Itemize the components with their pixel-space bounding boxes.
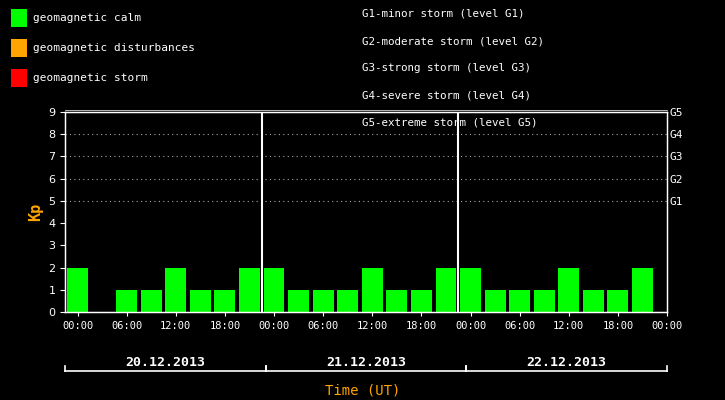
Bar [460, 268, 481, 312]
Bar [165, 268, 186, 312]
Bar [608, 290, 629, 312]
Bar [509, 290, 530, 312]
Text: G5-extreme storm (level G5): G5-extreme storm (level G5) [362, 118, 538, 128]
Bar [411, 290, 432, 312]
Text: 21.12.2013: 21.12.2013 [326, 356, 406, 368]
Bar [288, 290, 309, 312]
Text: 20.12.2013: 20.12.2013 [125, 356, 206, 368]
Bar [67, 268, 88, 312]
Bar [534, 290, 555, 312]
Bar [583, 290, 604, 312]
Bar [436, 268, 456, 312]
Bar [632, 268, 653, 312]
Bar [362, 268, 383, 312]
Text: geomagnetic disturbances: geomagnetic disturbances [33, 43, 194, 53]
Text: geomagnetic calm: geomagnetic calm [33, 13, 141, 23]
Bar [141, 290, 162, 312]
Bar [190, 290, 211, 312]
Y-axis label: Kp: Kp [28, 203, 43, 221]
Bar [239, 268, 260, 312]
Text: G3-strong storm (level G3): G3-strong storm (level G3) [362, 64, 531, 74]
Bar [484, 290, 505, 312]
Bar [558, 268, 579, 312]
Bar [264, 268, 284, 312]
Text: G2-moderate storm (level G2): G2-moderate storm (level G2) [362, 36, 544, 46]
Text: G1-minor storm (level G1): G1-minor storm (level G1) [362, 9, 525, 19]
Bar [312, 290, 334, 312]
Bar [215, 290, 236, 312]
Bar [386, 290, 407, 312]
Text: geomagnetic storm: geomagnetic storm [33, 73, 147, 83]
Text: G4-severe storm (level G4): G4-severe storm (level G4) [362, 91, 531, 101]
Text: 22.12.2013: 22.12.2013 [526, 356, 607, 368]
Bar [116, 290, 137, 312]
Text: Time (UT): Time (UT) [325, 383, 400, 397]
Bar [337, 290, 358, 312]
